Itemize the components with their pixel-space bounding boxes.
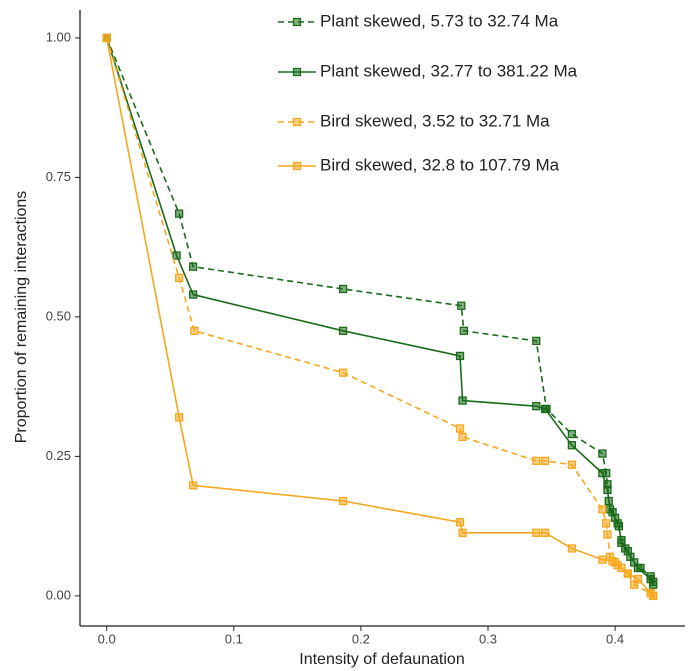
y-tick-label: 0.50 [46, 308, 71, 323]
point-marker [338, 326, 348, 335]
point-marker [649, 580, 658, 589]
point-marker [190, 326, 199, 335]
point-marker [532, 336, 541, 346]
point-marker [602, 519, 611, 528]
x-tick-label: 0.2 [352, 631, 370, 646]
point-marker [613, 561, 622, 570]
point-marker [458, 528, 467, 537]
point-marker [633, 574, 643, 584]
point-marker [174, 273, 184, 282]
point-marker [541, 528, 550, 537]
point-marker [102, 33, 111, 43]
y-tick-label: 1.00 [46, 29, 71, 44]
legend-label: Plant skewed, 5.73 to 32.74 Ma [320, 11, 559, 30]
point-marker [598, 468, 607, 478]
point-marker [605, 505, 615, 514]
point-marker [567, 429, 577, 439]
point-marker [603, 485, 612, 495]
legend-marker [292, 161, 302, 171]
point-marker [338, 284, 348, 294]
point-marker [455, 518, 465, 527]
point-marker [649, 591, 658, 601]
legend-label: Plant skewed, 32.77 to 381.22 Ma [320, 61, 578, 80]
y-tick-label: 0.00 [46, 587, 71, 602]
point-marker [459, 326, 468, 335]
point-marker [458, 432, 467, 441]
point-marker [567, 460, 577, 469]
point-marker [610, 513, 620, 522]
legend-label: Bird skewed, 32.8 to 107.79 Ma [320, 155, 560, 174]
point-marker [621, 544, 630, 553]
point-marker [633, 563, 643, 573]
point-marker [626, 552, 635, 561]
point-marker [188, 262, 198, 271]
x-tick-label: 0.3 [479, 631, 497, 646]
x-tick-label: 0.1 [225, 631, 243, 646]
point-marker [174, 413, 184, 422]
point-marker [532, 456, 541, 465]
legend-marker [292, 117, 302, 127]
x-axis-label: Intensity of defaunation [299, 651, 464, 668]
legend-marker [292, 17, 302, 27]
x-tick-label: 0.0 [98, 631, 116, 646]
y-tick-label: 0.75 [46, 169, 71, 184]
y-axis-label: Proportion of remaining interactions [13, 191, 30, 444]
point-marker [338, 496, 348, 506]
point-marker [598, 505, 607, 514]
point-marker [338, 368, 348, 377]
point-marker [458, 396, 467, 405]
point-marker [541, 404, 550, 414]
point-marker [455, 424, 465, 433]
point-marker [172, 251, 181, 260]
point-marker [532, 528, 541, 537]
point-marker [598, 449, 607, 458]
point-marker [188, 481, 198, 490]
point-marker [567, 544, 577, 553]
point-marker [457, 301, 466, 310]
y-tick-label: 0.25 [46, 448, 71, 463]
point-marker [532, 402, 541, 411]
x-tick-label: 0.4 [606, 631, 624, 646]
point-marker [603, 530, 612, 539]
series-line [105, 37, 654, 597]
point-marker [455, 351, 465, 361]
point-marker [188, 290, 198, 299]
point-marker [598, 555, 607, 564]
point-marker [174, 209, 184, 218]
legend-label: Bird skewed, 3.52 to 32.71 Ma [320, 111, 550, 130]
point-marker [567, 441, 577, 450]
point-marker [541, 456, 550, 465]
point-marker [614, 521, 624, 531]
legend-marker [292, 67, 302, 77]
point-marker [623, 569, 632, 578]
